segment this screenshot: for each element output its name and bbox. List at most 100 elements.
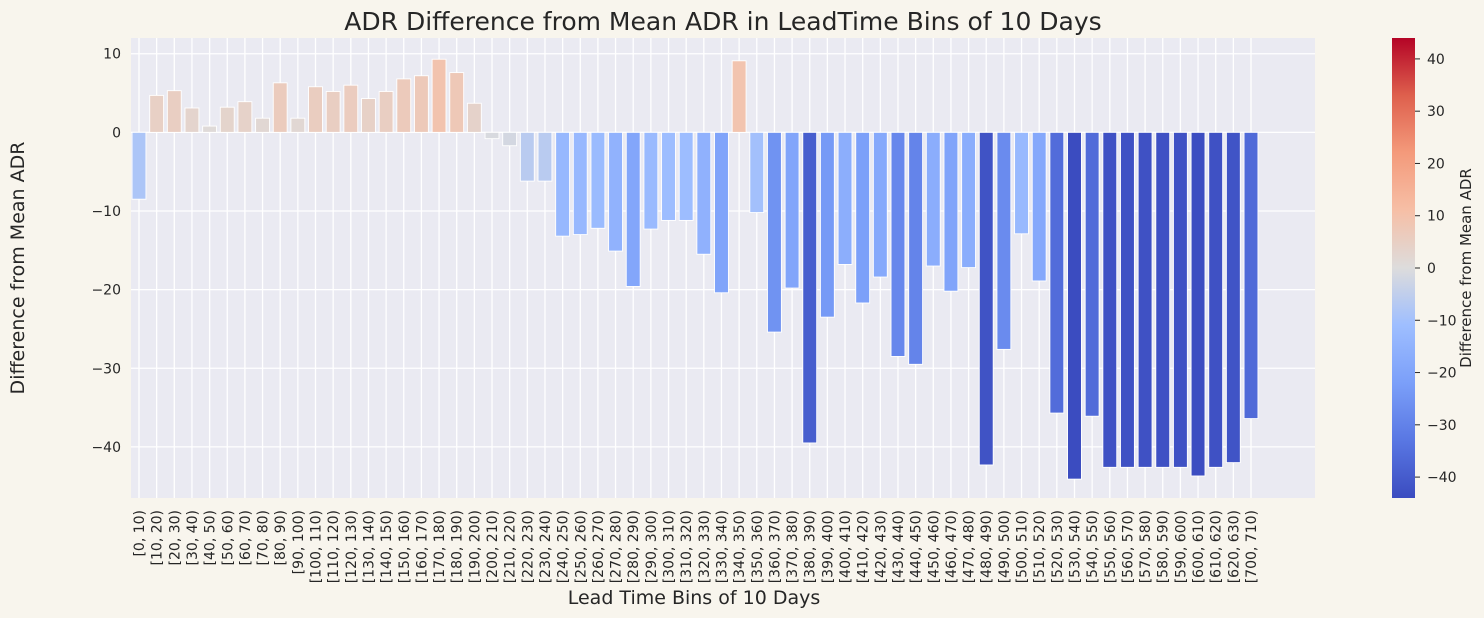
x-tick-label: [280, 290) bbox=[626, 510, 642, 583]
bar bbox=[1155, 131, 1171, 468]
bar bbox=[978, 131, 994, 466]
y-tick-label: −40 bbox=[91, 440, 121, 456]
x-tick-label: [230, 240) bbox=[538, 510, 554, 583]
x-tick-label: [190, 200) bbox=[467, 510, 483, 583]
x-tick-label: [700, 710) bbox=[1244, 510, 1260, 583]
x-tick-label: [600, 610) bbox=[1191, 510, 1207, 583]
x-tick-label: [220, 230) bbox=[520, 510, 536, 583]
bar bbox=[608, 131, 623, 252]
x-tick-label: [550, 560) bbox=[1103, 510, 1119, 583]
bar bbox=[219, 106, 235, 133]
colorbar-tick-label: −20 bbox=[1427, 366, 1457, 382]
colorbar-tick-label: 20 bbox=[1427, 156, 1445, 172]
x-axis-label: Lead Time Bins of 10 Days bbox=[568, 587, 821, 609]
x-tick-label: [530, 540) bbox=[1067, 510, 1083, 583]
y-tick-label: 0 bbox=[112, 125, 121, 141]
x-tick-label: [310, 320) bbox=[679, 510, 695, 583]
bar bbox=[1225, 131, 1241, 464]
bar bbox=[996, 131, 1012, 350]
x-tick-label: [120, 130) bbox=[344, 510, 360, 583]
x-tick-label: [440, 450) bbox=[909, 510, 925, 583]
bar bbox=[1137, 131, 1153, 468]
x-tick-label: [150, 160) bbox=[397, 510, 413, 583]
x-tick-label: [480, 490) bbox=[979, 510, 995, 583]
x-tick-label: [90, 100) bbox=[291, 510, 307, 574]
colorbar-label: Difference from Mean ADR bbox=[1457, 168, 1475, 368]
x-tick-label: [50, 60) bbox=[220, 510, 236, 565]
x-tick-label: [140, 150) bbox=[379, 510, 395, 583]
x-tick-label: [200, 210) bbox=[485, 510, 501, 583]
bar bbox=[1208, 131, 1224, 468]
y-axis-ticks: 10 0 −10 −20 −30 −40 bbox=[91, 47, 121, 456]
bar bbox=[1031, 131, 1047, 282]
x-tick-label: [350, 360) bbox=[750, 510, 766, 583]
bar bbox=[1102, 131, 1118, 468]
bar bbox=[749, 131, 765, 214]
colorbar-tick-label: 40 bbox=[1427, 52, 1445, 68]
bar bbox=[149, 94, 165, 133]
bar bbox=[837, 131, 853, 265]
bar bbox=[961, 131, 976, 269]
bar bbox=[255, 117, 270, 133]
colorbar bbox=[1392, 38, 1415, 498]
bar bbox=[1067, 131, 1082, 480]
x-tick-label: [490, 500) bbox=[997, 510, 1013, 583]
x-tick-label: [290, 300) bbox=[644, 510, 660, 583]
bar bbox=[819, 131, 835, 318]
x-tick-label: [410, 420) bbox=[856, 510, 872, 583]
bar bbox=[661, 131, 676, 221]
x-tick-label: [160, 170) bbox=[414, 510, 430, 583]
bar bbox=[943, 131, 959, 292]
bars bbox=[131, 58, 1259, 480]
bar bbox=[237, 101, 253, 133]
bar bbox=[1084, 131, 1100, 417]
bar bbox=[466, 102, 482, 133]
bar bbox=[678, 131, 694, 221]
bar bbox=[184, 107, 200, 133]
bar bbox=[855, 131, 871, 304]
x-tick-label: [390, 400) bbox=[820, 510, 836, 583]
x-tick-label: [260, 270) bbox=[591, 510, 607, 583]
colorbar-tick-label: −10 bbox=[1427, 313, 1457, 329]
x-tick-label: [180, 190) bbox=[450, 510, 466, 583]
bar bbox=[802, 131, 818, 444]
chart-title: ADR Difference from Mean ADR in LeadTime… bbox=[344, 7, 1101, 36]
colorbar-tick-label: −30 bbox=[1427, 418, 1457, 434]
x-tick-label: [170, 180) bbox=[432, 510, 448, 583]
bar bbox=[590, 131, 606, 229]
bar bbox=[502, 131, 518, 147]
bar bbox=[1120, 131, 1135, 468]
bar bbox=[484, 131, 500, 140]
x-tick-label: [30, 40) bbox=[185, 510, 201, 565]
x-tick-label: [520, 530) bbox=[1050, 510, 1066, 583]
bar bbox=[696, 131, 712, 255]
colorbar-tick-label: −40 bbox=[1427, 470, 1457, 486]
bar bbox=[131, 131, 147, 200]
y-tick-label: 10 bbox=[103, 47, 121, 63]
bar bbox=[572, 131, 588, 236]
bar bbox=[767, 131, 782, 333]
bar bbox=[431, 58, 447, 133]
x-tick-label: [400, 410) bbox=[838, 510, 854, 583]
bar bbox=[396, 78, 412, 133]
y-axis-label: Difference from Mean ADR bbox=[7, 142, 29, 395]
x-tick-label: [100, 110) bbox=[309, 510, 325, 583]
y-tick-label: −10 bbox=[91, 204, 121, 220]
x-tick-label: [300, 310) bbox=[662, 510, 678, 583]
y-tick-label: −30 bbox=[91, 361, 121, 377]
bar bbox=[343, 84, 359, 133]
x-tick-label: [110, 120) bbox=[326, 510, 342, 583]
x-tick-label: [130, 140) bbox=[361, 510, 377, 583]
colorbar-tick-label: 0 bbox=[1427, 261, 1436, 277]
x-tick-label: [20, 30) bbox=[167, 510, 183, 565]
colorbar-tick-label: 30 bbox=[1427, 104, 1445, 120]
x-tick-label: [560, 570) bbox=[1120, 510, 1136, 583]
x-tick-label: [500, 510) bbox=[1015, 510, 1031, 583]
y-tick-label: −20 bbox=[91, 283, 121, 299]
x-tick-label: [370, 380) bbox=[785, 510, 801, 583]
x-tick-label: [580, 590) bbox=[1156, 510, 1172, 583]
bar bbox=[1049, 131, 1065, 414]
bar bbox=[643, 131, 659, 230]
x-tick-label: [430, 440) bbox=[891, 510, 907, 583]
